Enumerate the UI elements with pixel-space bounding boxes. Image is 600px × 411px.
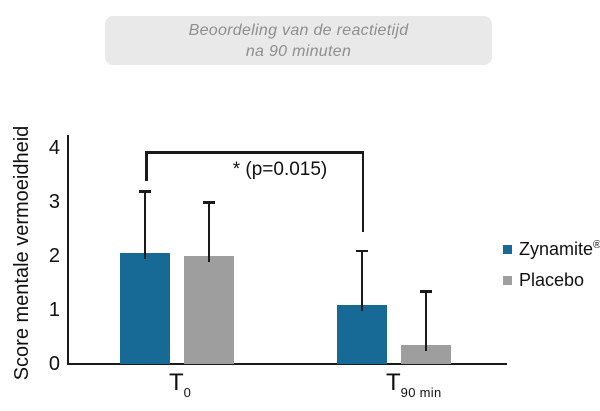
- legend-item-placebo: Placebo: [503, 269, 600, 291]
- x-label-t0: T0: [169, 369, 192, 400]
- significance-bracket-left: [145, 151, 148, 181]
- legend-swatch-placebo: [503, 275, 512, 285]
- legend-label-placebo: Placebo: [519, 269, 585, 290]
- x-axis-line: [67, 363, 507, 365]
- error-cap-placebo-t0: [203, 201, 215, 204]
- error-cap-zynamite-t0: [139, 190, 151, 193]
- legend-label-zynamite: Zynamite®+: [519, 238, 600, 259]
- x-label-t90min: T90 min: [386, 369, 442, 400]
- y-axis-label: Score mentale vermoeidheid: [11, 125, 33, 381]
- error-bar-placebo-t90min: [424, 291, 428, 352]
- error-bar-zynamite-t0: [143, 191, 147, 260]
- significance-bracket-right: [361, 151, 364, 232]
- legend: Zynamite®+ Placebo: [503, 238, 600, 300]
- bar-zynamite-t90min: [337, 304, 387, 364]
- error-bar-placebo-t0: [207, 202, 211, 262]
- y-tick-2: 2: [48, 245, 60, 267]
- significance-bracket-top: [145, 151, 364, 154]
- chart-title-line2: na 90 minuten: [245, 42, 352, 60]
- legend-swatch-zynamite: [503, 244, 512, 254]
- legend-item-zynamite: Zynamite®+: [503, 238, 600, 260]
- bar-placebo-t90min: [401, 345, 451, 364]
- y-tick-3: 3: [48, 191, 60, 213]
- y-axis-line: [67, 135, 69, 365]
- bar-zynamite-t0: [120, 253, 170, 364]
- bar-placebo-t0: [184, 256, 234, 364]
- y-tick-1: 1: [48, 299, 60, 321]
- error-cap-placebo-t90min: [420, 290, 432, 293]
- error-cap-zynamite-t90min: [356, 249, 368, 253]
- chart-title-line1: Beoordeling van de reactietijd: [188, 21, 409, 39]
- y-tick-4: 4: [48, 137, 60, 159]
- significance-label: * (p=0.015): [232, 159, 328, 180]
- chart-title-box: Beoordeling van de reactietijd na 90 min…: [105, 16, 492, 65]
- y-tick-0: 0: [48, 353, 60, 375]
- error-bar-zynamite-t90min: [360, 250, 364, 311]
